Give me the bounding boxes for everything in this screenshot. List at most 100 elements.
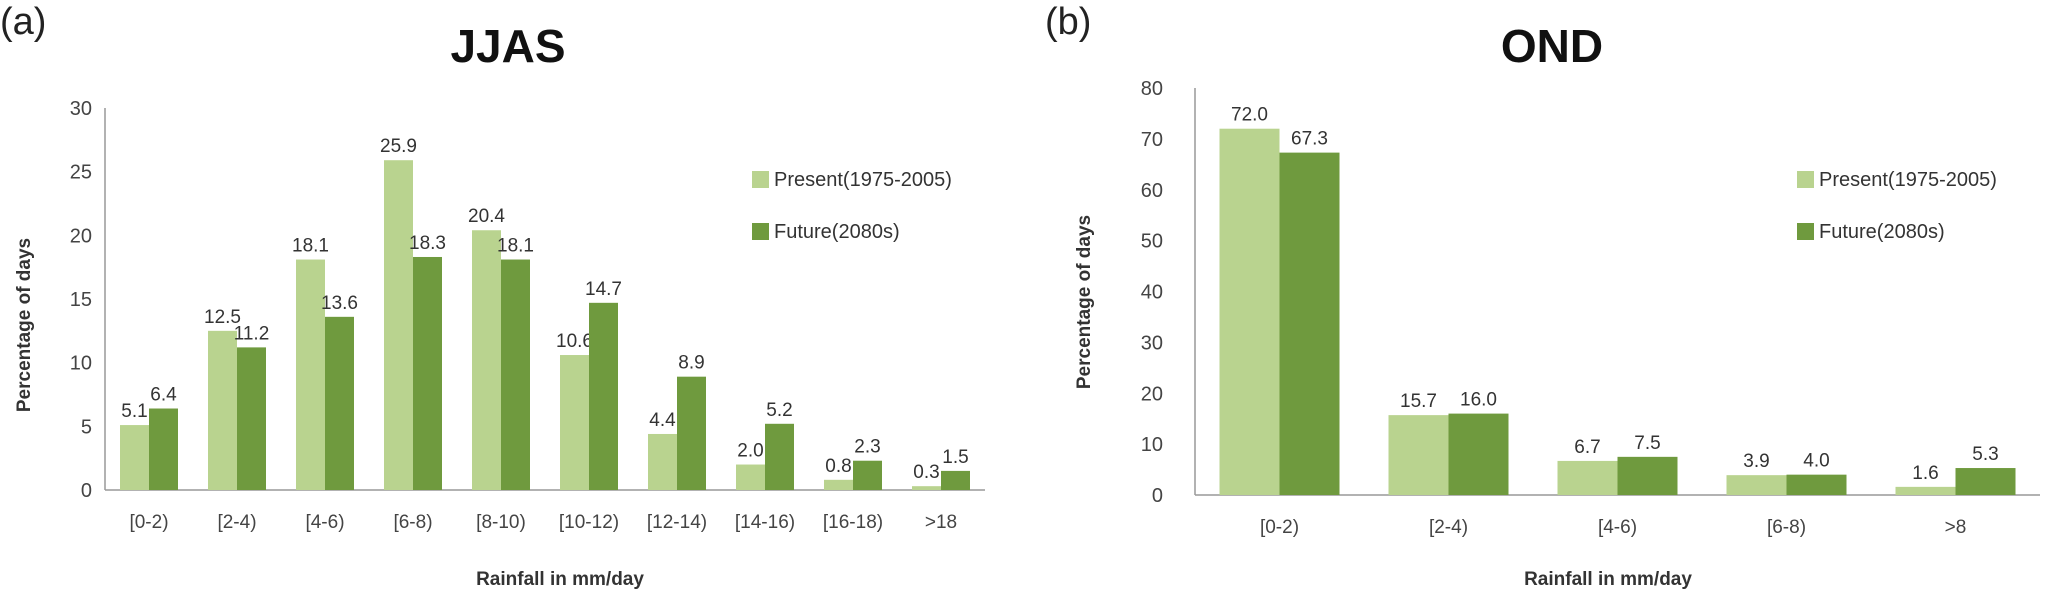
bar-present (1557, 460, 1618, 495)
y-tick-label: 20 (70, 225, 92, 247)
bar-present (472, 230, 501, 491)
y-tick-label: 0 (81, 480, 92, 502)
y-tick-label: 10 (70, 353, 92, 375)
data-label: 20.4 (468, 206, 505, 227)
legend-label-present: Present(1975-2005) (774, 169, 952, 191)
data-label: 5.3 (1972, 444, 1998, 465)
bar-future (677, 376, 706, 490)
chart-jjas: JJAS Percentage of days Rainfall in mm/d… (14, 20, 985, 590)
y-tick-label: 60 (1141, 180, 1163, 202)
x-tick-label: [2-4) (1429, 517, 1468, 538)
bar-future (941, 470, 970, 490)
bar-present (736, 464, 765, 490)
data-label: 25.9 (380, 136, 417, 157)
y-tick-label: 10 (1141, 434, 1163, 456)
data-label: 10.6 (556, 331, 593, 352)
legend-label-future: Future(2080s) (1819, 221, 1945, 243)
panel-label-b: (b) (1045, 1, 1091, 43)
x-tick-label: [12-14) (647, 512, 707, 533)
bar-future (1279, 152, 1340, 495)
legend-swatch-future (752, 223, 769, 240)
bar-future (1617, 456, 1678, 495)
x-tick-label: >18 (925, 512, 957, 533)
data-label: 8.9 (678, 353, 704, 374)
data-label: 0.8 (825, 456, 851, 477)
bar-present (296, 259, 325, 490)
data-label: 6.4 (150, 385, 177, 406)
x-tick-label: [6-8) (1767, 517, 1806, 538)
bar-present (1219, 128, 1280, 495)
bar-future (1786, 474, 1847, 495)
x-tick-label: [10-12) (559, 512, 619, 533)
data-label: 67.3 (1291, 129, 1328, 150)
y-tick-label: 30 (70, 98, 92, 120)
y-tick-label: 80 (1141, 78, 1163, 100)
bar-future (589, 302, 618, 490)
data-label: 1.5 (942, 447, 968, 468)
bar-present (560, 355, 589, 490)
bar-present (384, 160, 413, 490)
y-tick-label: 30 (1141, 332, 1163, 354)
data-label: 4.0 (1803, 451, 1829, 472)
legend-label-present: Present(1975-2005) (1819, 169, 1997, 191)
legend-swatch-present (1797, 171, 1814, 188)
bar-future (237, 347, 266, 490)
legend: Present(1975-2005) Future(2080s) (1797, 169, 1997, 243)
x-tick-label: [4-6) (1598, 517, 1637, 538)
x-tick-label: [0-2) (129, 512, 168, 533)
x-tick-label: [8-10) (476, 512, 526, 533)
data-label: 7.5 (1634, 433, 1660, 454)
x-tick-label: [0-2) (1260, 517, 1299, 538)
bar-future (1448, 413, 1509, 495)
x-tick-label: [6-8) (393, 512, 432, 533)
bar-present (208, 330, 237, 490)
y-tick-label: 50 (1141, 231, 1163, 253)
chart-title: JJAS (450, 20, 565, 72)
bar-future (853, 460, 882, 490)
chart-title: OND (1501, 20, 1603, 72)
data-label: 16.0 (1460, 390, 1497, 411)
x-tick-label: [4-6) (305, 512, 344, 533)
data-label: 18.3 (409, 233, 446, 254)
x-tick-label: [2-4) (217, 512, 256, 533)
data-label: 3.9 (1743, 451, 1769, 472)
data-label: 11.2 (234, 323, 270, 344)
y-tick-label: 0 (1152, 485, 1163, 507)
y-tick-label: 20 (1141, 383, 1163, 405)
bar-future (501, 259, 530, 490)
data-label: 12.5 (204, 307, 241, 328)
data-label: 18.1 (497, 236, 534, 257)
legend-label-future: Future(2080s) (774, 221, 900, 243)
x-tick-label: [16-18) (823, 512, 883, 533)
bar-future (325, 316, 354, 490)
bar-future (1955, 468, 2016, 495)
panel-label-a: (a) (0, 1, 46, 43)
y-axis-label: Percentage of days (1074, 215, 1095, 389)
bar-present (824, 479, 853, 490)
bar-future (149, 408, 178, 490)
bar-present (912, 486, 941, 490)
y-tick-label: 25 (70, 162, 92, 184)
data-label: 18.1 (292, 236, 329, 257)
data-label: 5.2 (766, 400, 792, 421)
chart-ond: OND Percentage of days Rainfall in mm/da… (1074, 20, 2040, 590)
data-label: 0.3 (913, 462, 939, 483)
bar-present (1388, 415, 1449, 495)
bar-present (1726, 475, 1787, 495)
bar-present (1895, 486, 1956, 495)
bar-future (413, 256, 442, 490)
x-tick-label: >8 (1945, 517, 1967, 538)
data-label: 2.0 (737, 441, 763, 462)
data-label: 1.6 (1912, 463, 1938, 484)
x-axis-label: Rainfall in mm/day (476, 569, 644, 590)
y-tick-label: 40 (1141, 282, 1163, 304)
legend-swatch-present (752, 171, 769, 188)
y-tick-label: 5 (81, 416, 92, 438)
data-label: 2.3 (854, 437, 880, 458)
bar-present (120, 425, 149, 490)
data-label: 14.7 (585, 279, 622, 300)
y-tick-label: 15 (70, 289, 92, 311)
y-tick-label: 70 (1141, 129, 1163, 151)
data-label: 15.7 (1400, 391, 1437, 412)
